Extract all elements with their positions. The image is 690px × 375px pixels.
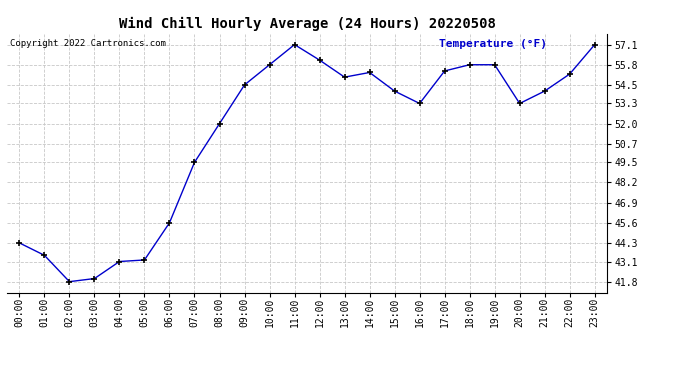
Text: Temperature (°F): Temperature (°F) [439,39,547,49]
Text: Copyright 2022 Cartronics.com: Copyright 2022 Cartronics.com [10,39,166,48]
Title: Wind Chill Hourly Average (24 Hours) 20220508: Wind Chill Hourly Average (24 Hours) 202… [119,17,495,31]
